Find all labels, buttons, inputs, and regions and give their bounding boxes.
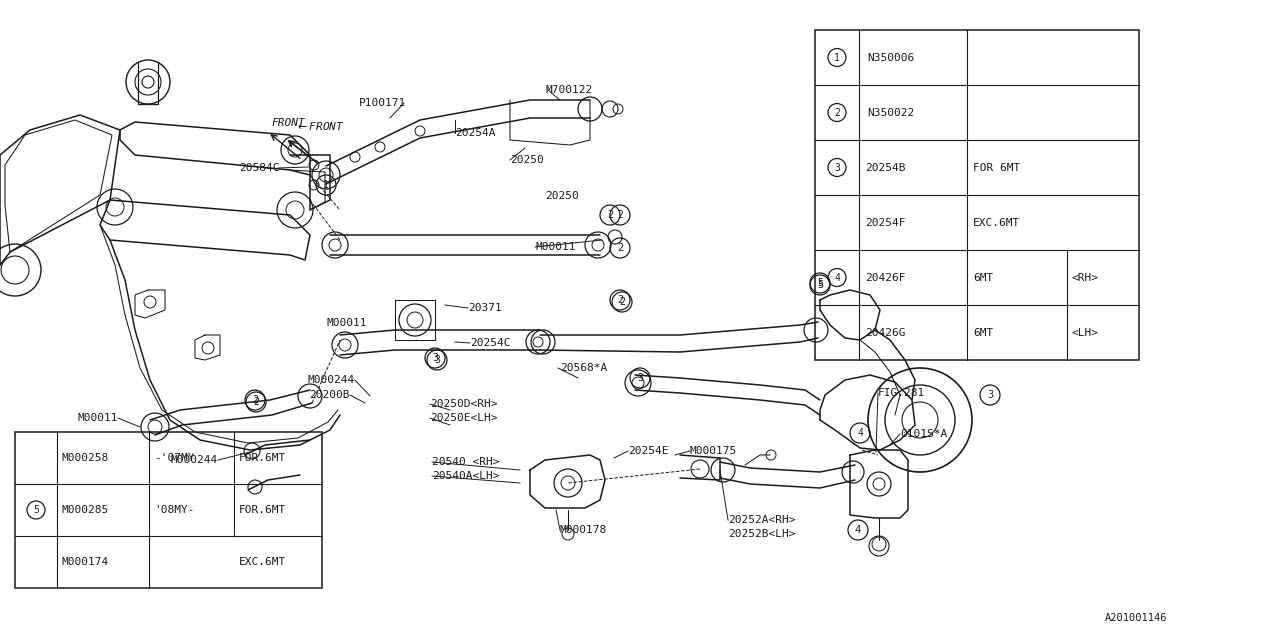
Text: 4: 4 [858,428,863,438]
Text: 3: 3 [987,390,993,400]
Text: 20250: 20250 [509,155,544,165]
Text: 20426F: 20426F [865,273,905,282]
Bar [15,432,323,588]
Text: 2: 2 [252,395,259,405]
Text: EXC.6MT: EXC.6MT [973,218,1020,227]
Text: 3: 3 [434,355,440,365]
Text: 2: 2 [620,297,625,307]
Text: 4: 4 [835,273,840,282]
Text: FIG.281: FIG.281 [878,388,925,398]
Text: 20254B: 20254B [865,163,905,173]
Text: N350022: N350022 [867,108,914,118]
Text: 20254F: 20254F [865,218,905,227]
Text: 20568*A: 20568*A [561,363,607,373]
Text: -'07MY: -'07MY [154,453,195,463]
Text: 20540 <RH>: 20540 <RH> [433,457,499,467]
Text: 5: 5 [33,505,38,515]
Text: M00011: M00011 [535,242,576,252]
Text: 20426G: 20426G [865,328,905,337]
Text: 1: 1 [323,180,329,190]
Text: M00011: M00011 [78,413,118,423]
Text: M000258: M000258 [61,453,109,463]
Text: 3: 3 [637,373,643,383]
Text: FOR 6MT: FOR 6MT [973,163,1020,173]
Text: 0101S*A: 0101S*A [900,429,947,439]
Text: 20584C: 20584C [239,163,280,173]
Text: 6MT: 6MT [973,273,993,282]
Text: 2: 2 [607,210,613,220]
Text: 20254C: 20254C [470,338,511,348]
Text: FOR.6MT: FOR.6MT [239,505,287,515]
Text: 2: 2 [835,108,840,118]
Text: 20254A: 20254A [454,128,495,138]
Text: '08MY-: '08MY- [154,505,195,515]
Text: A201001146: A201001146 [1105,613,1167,623]
Text: 2: 2 [617,210,623,220]
Text: 20200B: 20200B [310,390,349,400]
Text: N350006: N350006 [867,52,914,63]
Text: 20371: 20371 [468,303,502,313]
Bar [815,30,1139,360]
Text: $\leftarrow$FRONT: $\leftarrow$FRONT [294,120,344,132]
Text: 1: 1 [835,52,840,63]
Text: 20254E: 20254E [628,446,668,456]
Text: 2: 2 [617,243,623,253]
Text: 2: 2 [253,397,259,407]
Text: 5: 5 [817,278,823,288]
Text: M000174: M000174 [61,557,109,567]
Text: 20250D<RH>: 20250D<RH> [430,399,498,409]
Text: 20252A<RH>: 20252A<RH> [728,515,795,525]
Text: 20252B<LH>: 20252B<LH> [728,529,795,539]
Text: 6MT: 6MT [973,328,993,337]
Text: <LH>: <LH> [1071,328,1098,337]
Text: M000175: M000175 [690,446,737,456]
Text: 4: 4 [855,525,861,535]
Text: <RH>: <RH> [1071,273,1098,282]
Text: 2: 2 [617,295,623,305]
Text: 20250E<LH>: 20250E<LH> [430,413,498,423]
Text: 3: 3 [431,353,438,363]
Text: 20540A<LH>: 20540A<LH> [433,471,499,481]
Text: FRONT: FRONT [273,118,306,128]
Text: EXC.6MT: EXC.6MT [239,557,287,567]
Text: M000285: M000285 [61,505,109,515]
Text: 20250: 20250 [545,191,579,201]
Text: 3: 3 [835,163,840,173]
Text: M000178: M000178 [561,525,607,535]
Text: M700122: M700122 [545,85,593,95]
Text: M000244: M000244 [307,375,355,385]
Text: P100171: P100171 [358,98,406,108]
Text: M000244: M000244 [170,455,218,465]
Text: FOR.6MT: FOR.6MT [239,453,287,463]
Text: 5: 5 [817,280,823,290]
Text: M00011: M00011 [326,318,367,328]
